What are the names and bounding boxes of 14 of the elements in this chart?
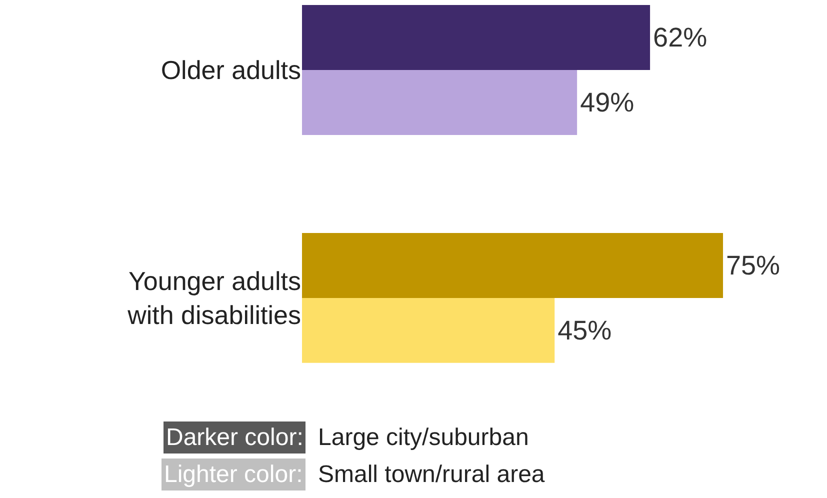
data-label: 62% [653, 22, 708, 52]
bar [302, 298, 555, 363]
bar [302, 70, 578, 135]
y-tick-label: Younger adults with disabilities [126, 266, 301, 330]
text: Lighter color: [164, 461, 303, 488]
data-label: 75% [726, 250, 780, 280]
text: Large city/suburban [318, 424, 529, 451]
text: Small town/rural area [318, 461, 546, 488]
text: Darker color: [166, 424, 304, 451]
data-label: 49% [580, 87, 634, 118]
bar [302, 232, 724, 298]
y-tick-label: Older adults [160, 55, 301, 86]
bar [302, 5, 650, 70]
data-label: 45% [558, 315, 612, 346]
